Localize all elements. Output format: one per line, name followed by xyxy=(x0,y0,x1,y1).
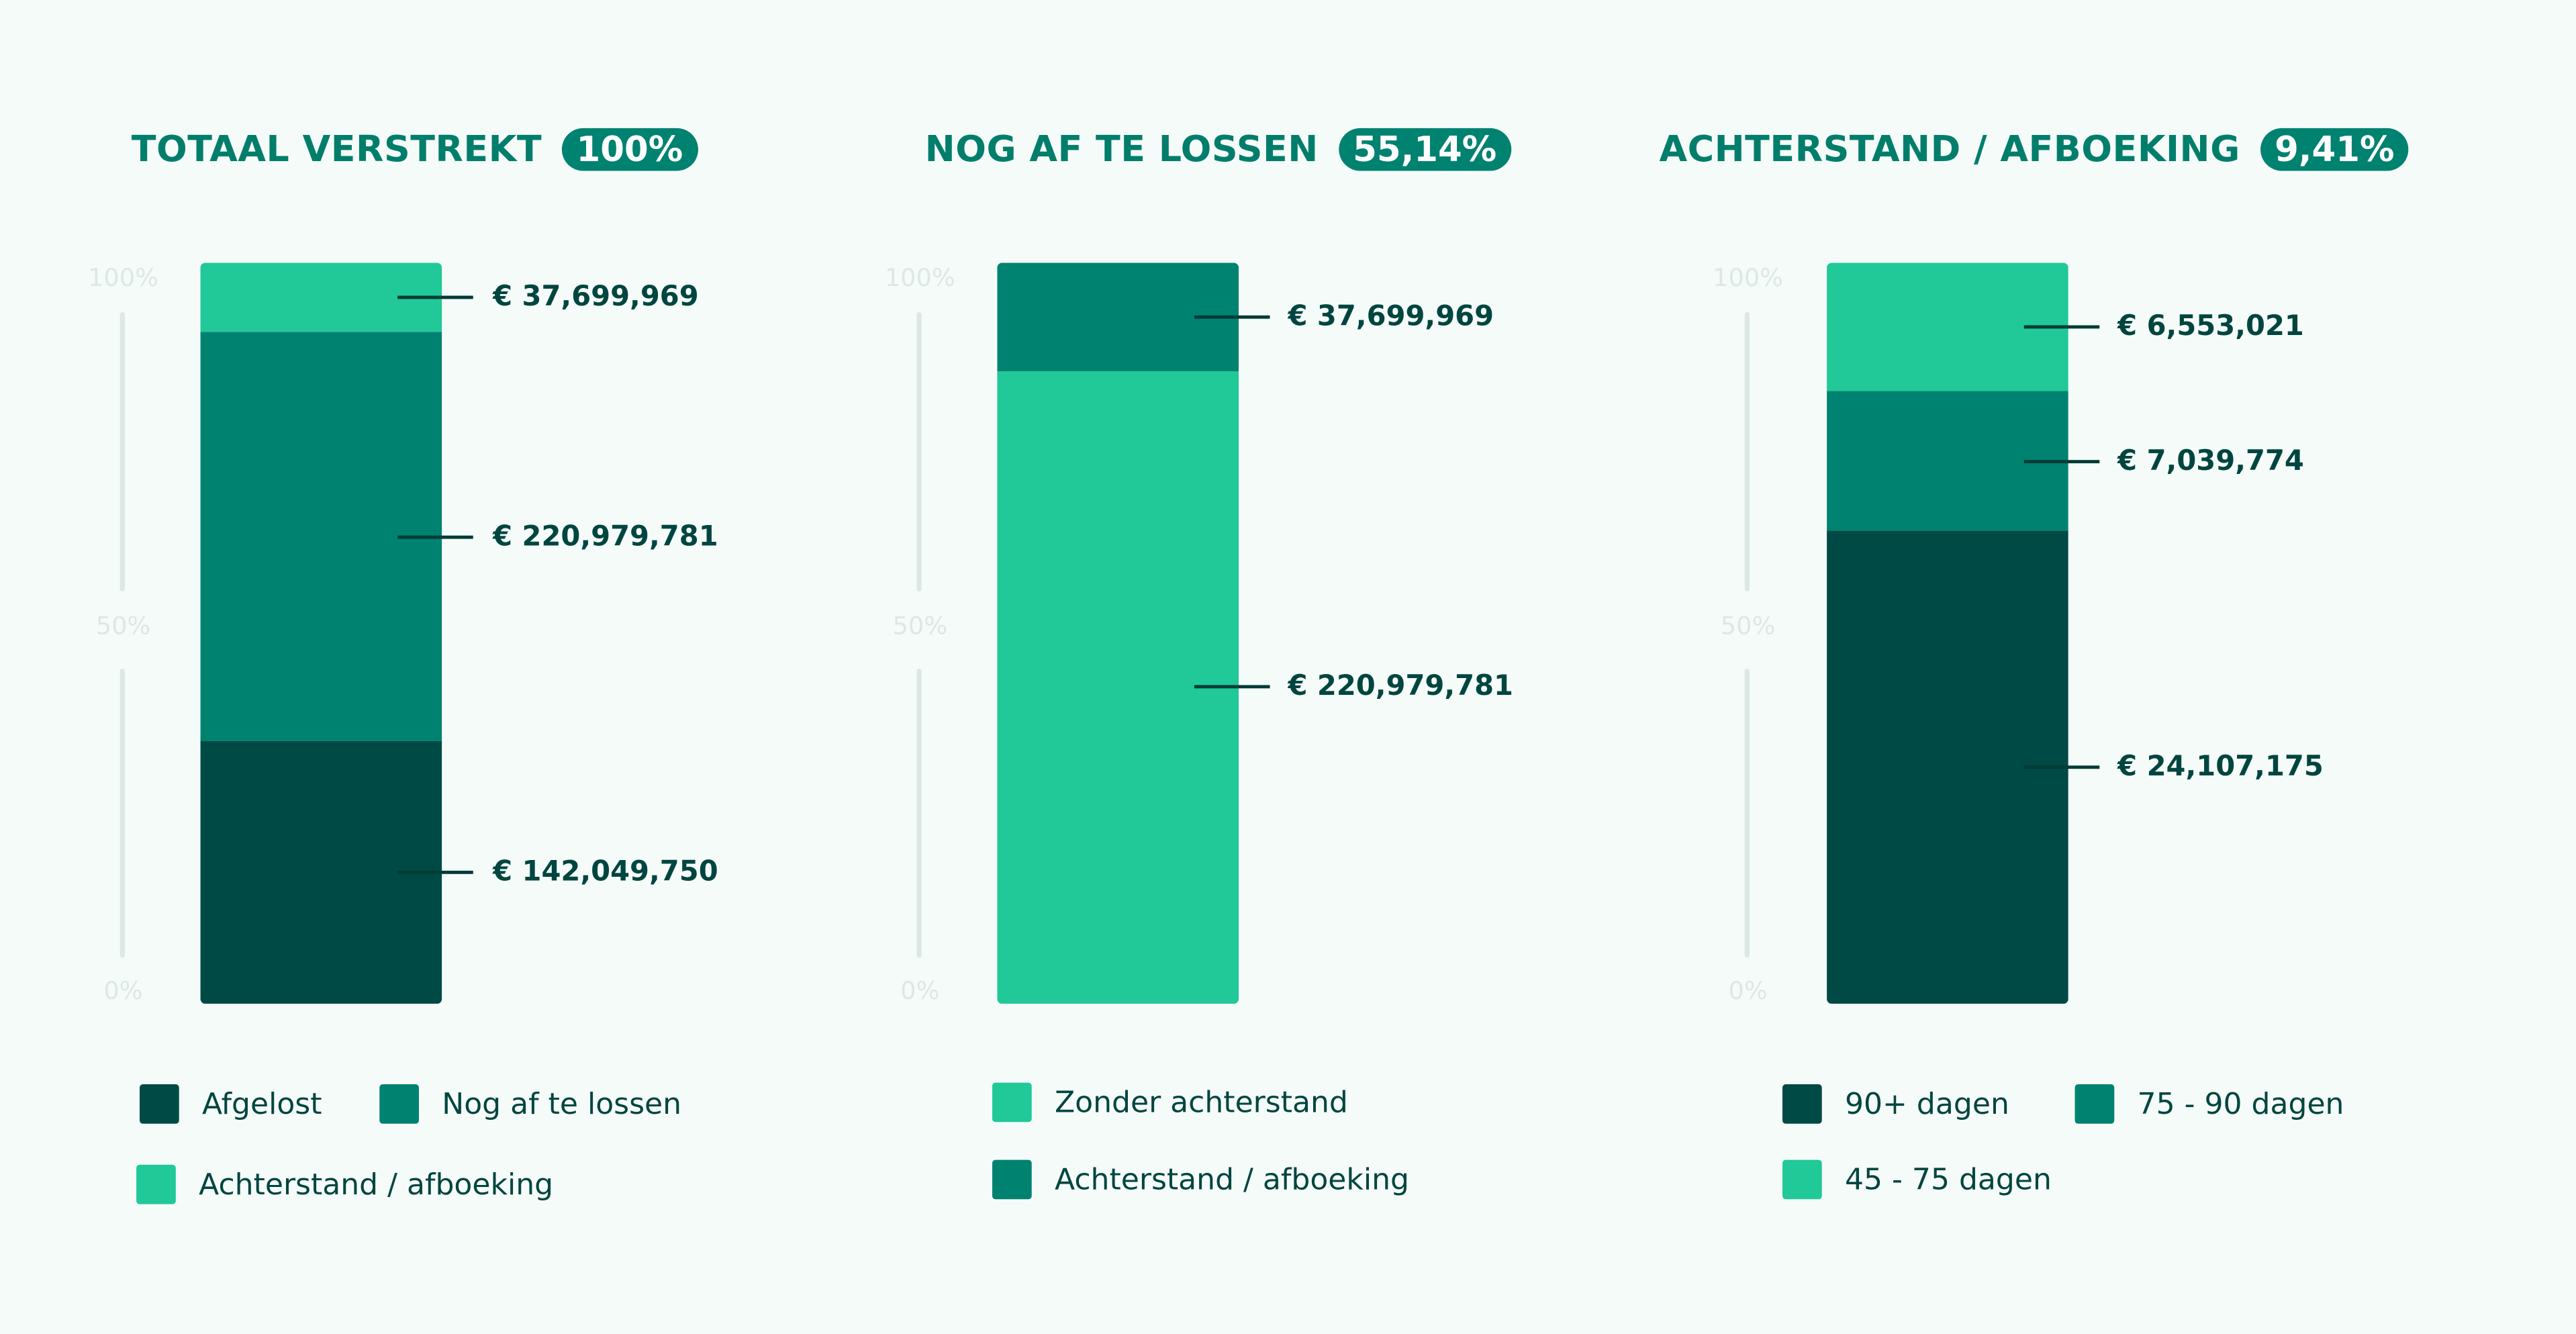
legend-swatch xyxy=(2074,1084,2115,1124)
y-tick-label: 50% xyxy=(95,611,151,641)
y-tick-label: 0% xyxy=(1728,975,1768,1006)
value-label: € 220,979,781 xyxy=(1288,671,1513,704)
legend-label: Achterstand / afboeking xyxy=(1054,1162,1409,1197)
y-axis-line xyxy=(1744,668,1750,958)
legend-label: 90+ dagen xyxy=(1844,1086,2009,1122)
y-tick-label: 0% xyxy=(900,975,940,1006)
connector-line xyxy=(1194,315,1270,319)
chart-title-text: TOTAAL VERSTREKT xyxy=(131,129,542,171)
legend-label: 45 - 75 dagen xyxy=(1844,1162,2052,1197)
connector-line xyxy=(1194,685,1270,689)
legend-label: Nog af te lossen xyxy=(442,1086,682,1122)
percentage-badge: 100% xyxy=(561,128,698,171)
connector-line xyxy=(397,871,473,874)
legend-label: Zonder achterstand xyxy=(1054,1085,1348,1120)
y-axis-line xyxy=(120,668,125,958)
value-label: € 142,049,750 xyxy=(493,856,718,889)
y-axis-line xyxy=(1744,312,1750,591)
chart-title: NOG AF TE LOSSEN 55,14% xyxy=(925,128,1512,171)
legend-label: 75 - 90 dagen xyxy=(2137,1086,2344,1122)
legend-swatch xyxy=(992,1159,1032,1200)
value-label: € 6,553,021 xyxy=(2117,310,2304,344)
legend-label: Afgelost xyxy=(201,1086,322,1122)
value-label: € 7,039,774 xyxy=(2117,444,2304,477)
connector-line xyxy=(2023,459,2100,463)
legend-item[interactable]: Afgelost xyxy=(139,1084,322,1124)
legend-swatch xyxy=(379,1084,419,1124)
y-tick-label: 100% xyxy=(884,263,955,293)
y-tick-label: 50% xyxy=(1720,611,1776,641)
legend-label: Achterstand / afboeking xyxy=(199,1167,554,1202)
legend-swatch xyxy=(992,1082,1032,1123)
chart-title: TOTAAL VERSTREKT 100% xyxy=(132,128,698,171)
legend-swatch xyxy=(136,1164,176,1204)
y-tick-label: 50% xyxy=(892,611,948,641)
y-tick-label: 0% xyxy=(103,975,143,1006)
stacked-bar xyxy=(1827,263,2068,1004)
legend-item[interactable]: Achterstand / afboeking xyxy=(992,1159,1409,1200)
chart-title-text: ACHTERSTAND / AFBOEKING xyxy=(1659,129,2240,171)
y-axis-line xyxy=(916,668,922,958)
y-axis-line xyxy=(120,312,125,591)
legend-item[interactable]: Nog af te lossen xyxy=(379,1084,681,1124)
y-tick-label: 100% xyxy=(88,263,158,293)
percentage-badge: 9,41% xyxy=(2260,128,2410,171)
connector-line xyxy=(2023,765,2100,769)
legend-swatch xyxy=(139,1084,179,1124)
legend-item[interactable]: 45 - 75 dagen xyxy=(1782,1159,2052,1200)
legend-item[interactable]: 90+ dagen xyxy=(1782,1084,2009,1124)
legend-swatch xyxy=(1782,1159,1822,1200)
legend-item[interactable]: 75 - 90 dagen xyxy=(2074,1084,2344,1124)
stacked-bar xyxy=(200,263,442,1004)
connector-line xyxy=(397,535,473,539)
connector-line xyxy=(397,295,473,299)
y-axis-line xyxy=(916,312,922,591)
chart-title: ACHTERSTAND / AFBOEKING 9,41% xyxy=(1659,128,2410,171)
value-label: € 24,107,175 xyxy=(2117,750,2324,783)
legend-item[interactable]: Zonder achterstand xyxy=(992,1082,1348,1123)
value-label: € 37,699,969 xyxy=(493,281,699,314)
chart-title-text: NOG AF TE LOSSEN xyxy=(924,129,1319,171)
legend-swatch xyxy=(1782,1084,1822,1124)
y-tick-label: 100% xyxy=(1713,263,1784,293)
percentage-badge: 55,14% xyxy=(1338,128,1512,171)
stacked-bar xyxy=(997,263,1239,1004)
legend-item[interactable]: Achterstand / afboeking xyxy=(136,1164,554,1204)
value-label: € 220,979,781 xyxy=(493,520,718,554)
value-label: € 37,699,969 xyxy=(1288,300,1494,334)
connector-line xyxy=(2023,325,2100,329)
